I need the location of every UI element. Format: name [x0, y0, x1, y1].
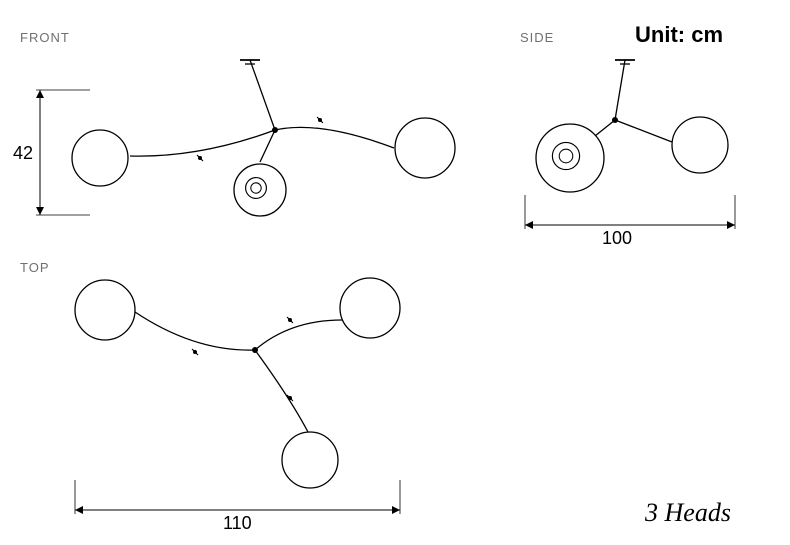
- technical-drawing: [0, 0, 790, 545]
